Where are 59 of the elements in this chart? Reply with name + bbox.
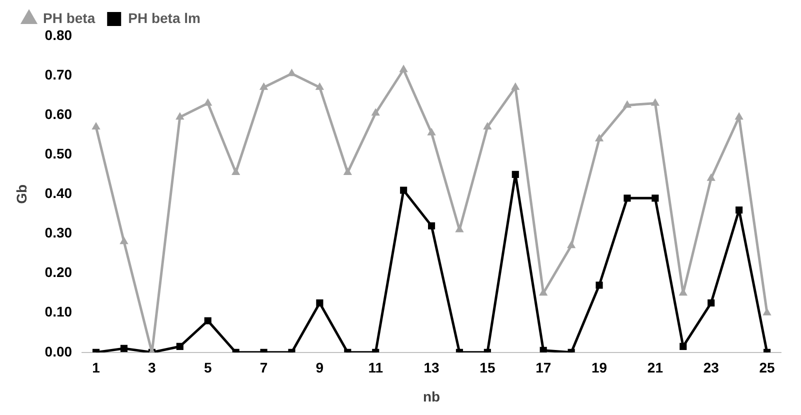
point: [680, 342, 687, 350]
x-tick-label: 21: [647, 360, 664, 376]
y-tick-label: 0.70: [44, 66, 72, 82]
point: [399, 64, 408, 72]
y-tick-label: 0.10: [44, 304, 72, 320]
point: [92, 122, 100, 130]
x-tick-label: 25: [759, 360, 776, 376]
point: [511, 82, 520, 90]
point: [120, 344, 128, 352]
x-tick-label: 1: [92, 360, 100, 376]
point: [652, 194, 659, 202]
point: [512, 170, 519, 178]
x-tick-label: 9: [316, 360, 324, 376]
point: [176, 112, 184, 120]
point: [736, 206, 743, 214]
legend-label: PH beta lm: [128, 10, 200, 26]
x-tick-label: 17: [536, 360, 552, 376]
point: [596, 282, 603, 289]
point: [734, 112, 744, 120]
x-tick-label: 19: [591, 360, 608, 376]
point: [231, 167, 240, 175]
x-tick-label: 3: [148, 360, 156, 376]
point: [204, 317, 212, 324]
legend-label: PH beta: [43, 10, 96, 26]
point: [624, 194, 631, 202]
point: [400, 186, 408, 194]
x-tick-label: 11: [368, 360, 384, 376]
point: [594, 134, 604, 142]
point: [371, 108, 380, 116]
point: [120, 236, 128, 244]
x-tick-label: 23: [703, 360, 720, 376]
x-tick-label: 15: [480, 360, 496, 376]
point: [708, 299, 715, 306]
x-tick-label: 13: [424, 360, 440, 376]
point: [427, 128, 436, 136]
point: [622, 100, 632, 108]
point: [428, 222, 436, 230]
x-tick-label: 7: [260, 360, 268, 376]
point: [483, 122, 492, 130]
point: [316, 299, 324, 306]
point: [204, 98, 212, 106]
y-tick-label: 0.30: [44, 224, 72, 241]
point: [706, 173, 716, 181]
y-tick-label: 0.80: [44, 26, 72, 43]
x-axis-title: nb: [422, 388, 440, 404]
point: [540, 346, 547, 352]
point: [566, 240, 576, 248]
point: [343, 167, 352, 175]
y-tick-label: 0.50: [44, 146, 72, 162]
y-tick-label: 0.20: [44, 264, 72, 280]
point: [650, 98, 660, 106]
y-tick-label: 0.40: [44, 185, 72, 202]
point: [315, 82, 324, 90]
y-tick-label: 0.60: [44, 106, 72, 122]
y-tick-label: 0.00: [44, 343, 72, 360]
x-tick-label: 5: [204, 360, 212, 376]
y-axis-title: Gb: [13, 184, 30, 204]
point: [259, 82, 268, 90]
point: [176, 342, 184, 350]
